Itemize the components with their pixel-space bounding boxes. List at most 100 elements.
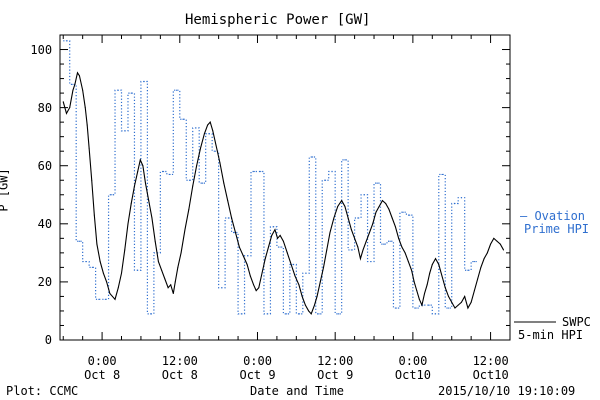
ovation-hpi-point bbox=[370, 260, 372, 263]
swpc-hpi-point bbox=[137, 171, 139, 173]
x-tick-time-label: 12:00 bbox=[317, 354, 354, 368]
ovation-hpi-point bbox=[227, 217, 229, 219]
swpc-hpi-point bbox=[86, 124, 88, 126]
swpc-hpi-point bbox=[438, 263, 440, 265]
timestamp: 2015/10/10 19:10:09 bbox=[438, 384, 576, 398]
swpc-hpi-point bbox=[394, 226, 396, 228]
swpc-hpi-point bbox=[271, 234, 273, 236]
ovation-hpi-point bbox=[409, 214, 411, 216]
swpc-hpi-point bbox=[117, 287, 119, 289]
swpc-hpi-point bbox=[372, 223, 374, 225]
swpc-hpi-point bbox=[350, 229, 352, 231]
ovation-hpi-point bbox=[279, 246, 281, 248]
legend-ovation-line2: Prime HPI bbox=[524, 222, 590, 236]
swpc-hpi-point bbox=[333, 217, 335, 219]
swpc-hpi-point bbox=[142, 165, 144, 167]
swpc-hpi-point bbox=[290, 263, 292, 265]
swpc-hpi-point bbox=[172, 293, 174, 295]
ovation-hpi-point bbox=[214, 150, 216, 152]
swpc-hpi-point bbox=[483, 258, 485, 260]
legend-swpc-line1: SWPC bbox=[562, 315, 591, 329]
ovation-hpi-point bbox=[460, 197, 463, 199]
plot-frame bbox=[59, 34, 511, 341]
x-tick-date-label: Oct 8 bbox=[161, 368, 198, 382]
ovation-hpi-point bbox=[441, 173, 443, 176]
y-tick-label: 0 bbox=[44, 333, 53, 347]
ovation-hpi-point bbox=[305, 272, 307, 274]
ovation-hpi-point bbox=[162, 170, 165, 173]
swpc-hpi-point bbox=[127, 223, 129, 225]
swpc-hpi-point bbox=[91, 179, 93, 181]
swpc-hpi-point bbox=[246, 263, 248, 265]
ovation-hpi-point bbox=[117, 89, 119, 91]
swpc-hpi-point bbox=[69, 107, 71, 109]
ovation-hpi-point bbox=[273, 226, 275, 228]
swpc-hpi-point bbox=[431, 263, 433, 265]
ovation-hpi-point bbox=[72, 83, 74, 85]
swpc-hpi-point bbox=[188, 208, 190, 210]
ovation-hpi-point bbox=[383, 243, 385, 245]
ovation-hpi-point bbox=[344, 159, 346, 161]
swpc-hpi-point bbox=[76, 72, 78, 74]
swpc-hpi-point bbox=[464, 295, 466, 297]
swpc-hpi-point bbox=[429, 272, 431, 274]
ovation-hpi-point bbox=[286, 313, 288, 315]
swpc-hpi-point bbox=[154, 240, 156, 242]
swpc-hpi-point bbox=[354, 237, 356, 239]
ovation-hpi-point bbox=[318, 313, 320, 315]
swpc-hpi-point bbox=[496, 240, 498, 242]
swpc-hpi-point bbox=[381, 200, 383, 202]
ovation-hpi-point bbox=[454, 202, 456, 205]
swpc-hpi-point bbox=[470, 301, 472, 303]
swpc-hpi-point bbox=[447, 295, 449, 297]
ovation-hpi-point bbox=[363, 194, 365, 196]
swpc-hpi-point bbox=[74, 83, 76, 85]
swpc-hpi-point bbox=[174, 281, 176, 283]
swpc-hpi-point bbox=[207, 124, 209, 126]
swpc-hpi-point bbox=[424, 293, 426, 295]
swpc-hpi-point bbox=[223, 182, 225, 184]
swpc-hpi-point bbox=[385, 202, 387, 204]
swpc-hpi-point bbox=[114, 298, 116, 300]
swpc-hpi-point bbox=[298, 284, 300, 286]
swpc-hpi-point bbox=[148, 200, 150, 202]
swpc-hpi-point bbox=[133, 185, 135, 187]
ovation-hpi-point bbox=[415, 307, 417, 309]
ovation-hpi-point bbox=[150, 313, 152, 315]
swpc-hpi-point bbox=[347, 217, 349, 219]
swpc-hpi-point bbox=[294, 275, 296, 277]
swpc-hpi-point bbox=[304, 304, 306, 306]
swpc-hpi-point bbox=[242, 255, 244, 257]
swpc-hpi-point bbox=[310, 313, 312, 315]
x-tick-date-label: Oct 9 bbox=[239, 368, 276, 382]
ovation-hpi-point bbox=[402, 211, 404, 213]
ovation-hpi-point bbox=[434, 313, 437, 315]
swpc-hpi-point bbox=[106, 281, 108, 283]
swpc-hpi-point bbox=[130, 202, 132, 204]
ovation-hpi-point bbox=[473, 260, 475, 263]
swpc-hpi-point bbox=[234, 232, 236, 234]
swpc-hpi-point bbox=[451, 301, 453, 303]
swpc-hpi-point bbox=[192, 185, 194, 187]
ovation-hpi-point bbox=[78, 240, 81, 242]
swpc-hpi-point bbox=[180, 252, 182, 254]
swpc-hpi-point bbox=[365, 240, 367, 242]
swpc-hpi-point bbox=[301, 295, 303, 297]
swpc-hpi-point bbox=[212, 130, 214, 132]
y-tick-label: 80 bbox=[37, 100, 53, 115]
swpc-hpi-point bbox=[258, 287, 260, 289]
ovation-hpi-point bbox=[240, 313, 242, 315]
swpc-hpi-point bbox=[357, 246, 359, 248]
chart-title: Hemispheric Power [GW] bbox=[185, 12, 371, 28]
ovation-hpi-point bbox=[260, 170, 262, 173]
swpc-hpi-point bbox=[144, 182, 146, 184]
ovation-hpi-point bbox=[337, 313, 340, 315]
swpc-hpi-point bbox=[388, 208, 390, 210]
swpc-hpi-point bbox=[441, 275, 443, 277]
swpc-hpi-point bbox=[337, 205, 339, 207]
swpc-hpi-point bbox=[200, 147, 202, 149]
swpc-hpi-point bbox=[249, 275, 251, 277]
x-tick-time-label: 0:00 bbox=[398, 354, 428, 368]
swpc-hpi-point bbox=[177, 266, 179, 268]
swpc-hpi-point bbox=[413, 281, 415, 283]
